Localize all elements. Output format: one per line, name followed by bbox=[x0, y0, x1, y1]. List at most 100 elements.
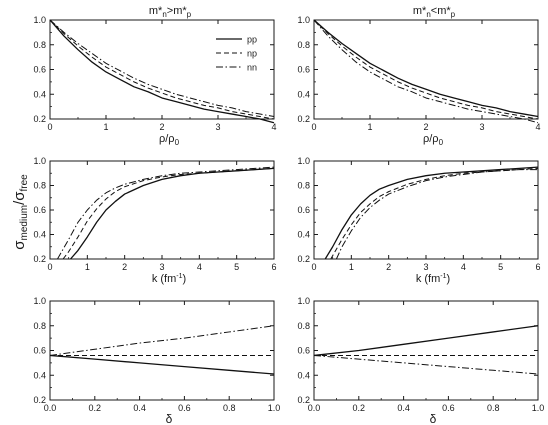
plot-frame bbox=[313, 19, 539, 120]
x-tick-label: 4 bbox=[461, 262, 466, 272]
y-tick-label: 0.4 bbox=[33, 370, 46, 380]
y-tick-label: 0.2 bbox=[33, 395, 46, 405]
y-tick-label: 0.2 bbox=[297, 254, 310, 264]
ylabel-subscript-free: free bbox=[19, 174, 30, 192]
y-tick-label: 0.6 bbox=[33, 205, 46, 215]
x-tick-label: 3 bbox=[215, 122, 220, 132]
x-tick-label: 0 bbox=[47, 262, 52, 272]
y-tick-label: 0.8 bbox=[33, 181, 46, 191]
x-tick-label: 0.2 bbox=[353, 403, 366, 413]
series-line-pp bbox=[49, 354, 275, 375]
xlabel-text: δ bbox=[430, 412, 437, 425]
title-text: m* bbox=[413, 5, 427, 17]
xlabel-subscript: 0 bbox=[439, 138, 444, 147]
y-tick-label: 0.6 bbox=[297, 346, 310, 356]
xlabel-text: ) bbox=[183, 273, 187, 285]
y-tick-label: 1.0 bbox=[297, 296, 310, 306]
x-tick-label: 0.2 bbox=[89, 403, 102, 413]
x-tick-label: 0 bbox=[311, 122, 316, 132]
series-line-pp bbox=[313, 325, 539, 357]
title-subscript: n bbox=[162, 10, 166, 19]
y-tick-label: 0.2 bbox=[33, 254, 46, 264]
x-axis-label: ρ/ρ0 bbox=[159, 133, 180, 147]
series-line-np bbox=[330, 167, 539, 260]
x-tick-label: 4 bbox=[535, 122, 540, 132]
y-tick-label: 1.0 bbox=[33, 296, 46, 306]
y-tick-label: 0.6 bbox=[297, 65, 310, 75]
x-tick-label: 0.6 bbox=[442, 403, 455, 413]
x-tick-label: 2 bbox=[159, 122, 164, 132]
title-subscript: p bbox=[187, 10, 192, 19]
x-tick-label: 3 bbox=[423, 262, 428, 272]
y-tick-label: 0.4 bbox=[33, 230, 46, 240]
series-line-np bbox=[49, 19, 275, 120]
y-tick-label: 0.6 bbox=[297, 205, 310, 215]
x-tick-label: 0.8 bbox=[223, 403, 236, 413]
series-line-nn bbox=[313, 19, 539, 124]
plot-frame bbox=[49, 19, 275, 120]
x-axis-label: δ bbox=[430, 412, 437, 425]
y-tick-label: 0.8 bbox=[33, 40, 46, 50]
legend: pp np nn bbox=[216, 35, 257, 73]
shared-y-axis-label: σmedium/σfree bbox=[11, 174, 30, 250]
x-tick-label: 0.4 bbox=[397, 403, 410, 413]
x-axis-label: δ bbox=[166, 412, 173, 425]
x-tick-label: 0.0 bbox=[44, 403, 57, 413]
x-tick-label: 2 bbox=[122, 262, 127, 272]
y-tick-label: 0.2 bbox=[297, 114, 310, 124]
chart-panel-3: 0 1 2 3 4 5 6 0.2 0.4 0.6 0.8 1.0 k (fm-1) bbox=[33, 156, 276, 285]
xlabel-text: k (fm bbox=[152, 273, 176, 285]
x-tick-label: 1.0 bbox=[532, 403, 545, 413]
panel-title: m*n>m*p bbox=[149, 5, 192, 19]
xlabel-text: ) bbox=[447, 273, 451, 285]
xlabel-text: ρ/ρ bbox=[423, 133, 439, 145]
xlabel-text: k (fm bbox=[416, 273, 440, 285]
y-tick-label: 0.2 bbox=[33, 114, 46, 124]
y-tick-label: 0.8 bbox=[297, 40, 310, 50]
chart-panel-2: 0 1 2 3 40.20.40.60.81.0m*n<m*pρ/ρ0 bbox=[297, 5, 540, 147]
legend-label-np: np bbox=[247, 49, 257, 59]
y-tick-label: 1.0 bbox=[297, 15, 310, 25]
y-tick-label: 0.6 bbox=[33, 346, 46, 356]
series-line-nn bbox=[313, 354, 539, 375]
chart-panel-6: 0.0 0.2 0.4 0.6 0.8 1.00.20.40.60.81.0δ bbox=[297, 296, 544, 425]
x-tick-label: 5 bbox=[234, 262, 239, 272]
series-line-np bbox=[62, 167, 275, 260]
xlabel-superscript: -1 bbox=[440, 273, 446, 280]
legend-label-nn: nn bbox=[247, 63, 257, 73]
x-tick-label: 1 bbox=[367, 122, 372, 132]
x-tick-label: 6 bbox=[535, 262, 540, 272]
y-tick-label: 0.4 bbox=[297, 89, 310, 99]
title-subscript: p bbox=[451, 10, 456, 19]
panel-title: m*n<m*p bbox=[413, 5, 456, 19]
xlabel-superscript: -1 bbox=[176, 273, 182, 280]
x-tick-label: 1 bbox=[85, 262, 90, 272]
y-tick-label: 0.8 bbox=[297, 321, 310, 331]
y-tick-label: 1.0 bbox=[33, 156, 46, 166]
x-tick-label: 4 bbox=[271, 122, 276, 132]
y-tick-label: 0.4 bbox=[297, 230, 310, 240]
x-tick-label: 0.0 bbox=[308, 403, 321, 413]
y-tick-label: 1.0 bbox=[33, 15, 46, 25]
series-line-nn bbox=[49, 19, 275, 118]
x-axis-label: k (fm-1) bbox=[152, 273, 186, 285]
x-axis-label: ρ/ρ0 bbox=[423, 133, 444, 147]
x-tick-label: 3 bbox=[159, 262, 164, 272]
x-tick-label: 0 bbox=[47, 122, 52, 132]
series-line-nn bbox=[57, 166, 275, 260]
ylabel-subscript-medium: medium bbox=[19, 205, 30, 241]
title-text: <m* bbox=[431, 5, 452, 17]
x-tick-label: 2 bbox=[386, 262, 391, 272]
title-subscript: n bbox=[426, 10, 430, 19]
title-text: m* bbox=[149, 5, 163, 17]
ylabel-sigma: σ bbox=[11, 240, 28, 250]
x-tick-label: 6 bbox=[271, 262, 276, 272]
series-line-pp bbox=[324, 166, 539, 260]
title-text: >m* bbox=[167, 5, 188, 17]
chart-panel-4: 0 1 2 3 4 5 6 0.2 0.4 0.6 0.8 1.0 k (fm-1) bbox=[297, 156, 540, 285]
series-line-pp bbox=[49, 19, 275, 124]
x-tick-label: 1 bbox=[349, 262, 354, 272]
plot-frame bbox=[313, 300, 539, 401]
